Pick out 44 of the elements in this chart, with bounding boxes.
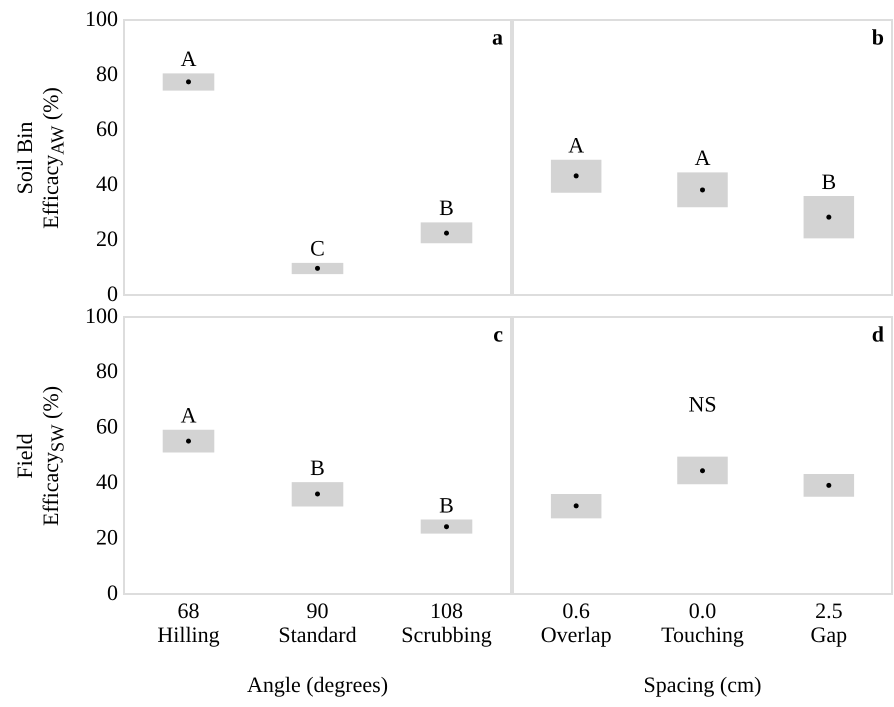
annotation: B xyxy=(439,492,454,518)
annotation: C xyxy=(310,236,325,261)
y-tick-label: 80 xyxy=(96,358,118,384)
x-tick-label: 0.0 Touching xyxy=(661,598,744,648)
x-tick-label: 90 Standard xyxy=(278,598,357,648)
y-tick-label: 20 xyxy=(96,524,118,550)
bar xyxy=(292,262,344,274)
point xyxy=(315,492,320,497)
x-axis-title: Angle (degrees) xyxy=(246,672,390,698)
annotation: d xyxy=(872,322,884,347)
annotation: B xyxy=(310,454,325,480)
y-tick-label: 20 xyxy=(96,226,118,251)
annotation: B xyxy=(821,168,836,194)
point xyxy=(444,524,449,530)
y-tick-label: 60 xyxy=(96,116,118,141)
bar xyxy=(420,519,472,534)
annotation: B xyxy=(439,195,454,220)
bar xyxy=(292,482,344,506)
annotation: NS xyxy=(688,392,717,416)
x-tick-label: 0.6 Overlap xyxy=(540,598,612,648)
point xyxy=(444,230,449,236)
annotation: a xyxy=(492,24,503,50)
annotation: A xyxy=(180,46,197,72)
y-tick-label: 80 xyxy=(96,60,118,86)
x-tick-label: 2.5 Gap xyxy=(810,598,848,648)
annotation: A xyxy=(568,132,584,158)
point xyxy=(315,266,320,271)
annotation: c xyxy=(493,322,504,347)
annotation: b xyxy=(872,24,884,50)
x-tick-label: 68 Hilling xyxy=(157,598,220,648)
y-tick-label: 40 xyxy=(96,468,118,494)
y-tick-label: 0 xyxy=(107,580,118,605)
y-tick-label: 60 xyxy=(96,414,118,439)
bar xyxy=(420,222,472,244)
annotation: A xyxy=(694,145,711,170)
y-tick-label: 100 xyxy=(85,6,118,31)
y-tick-label: 40 xyxy=(96,170,118,196)
point xyxy=(186,438,191,444)
bar xyxy=(162,430,214,452)
x-axis-title: Spacing (cm) xyxy=(642,672,762,698)
x-tick-label: 108 Scrubbing xyxy=(401,598,492,648)
bar xyxy=(162,73,214,91)
annotation: A xyxy=(180,402,197,428)
point xyxy=(186,79,191,84)
